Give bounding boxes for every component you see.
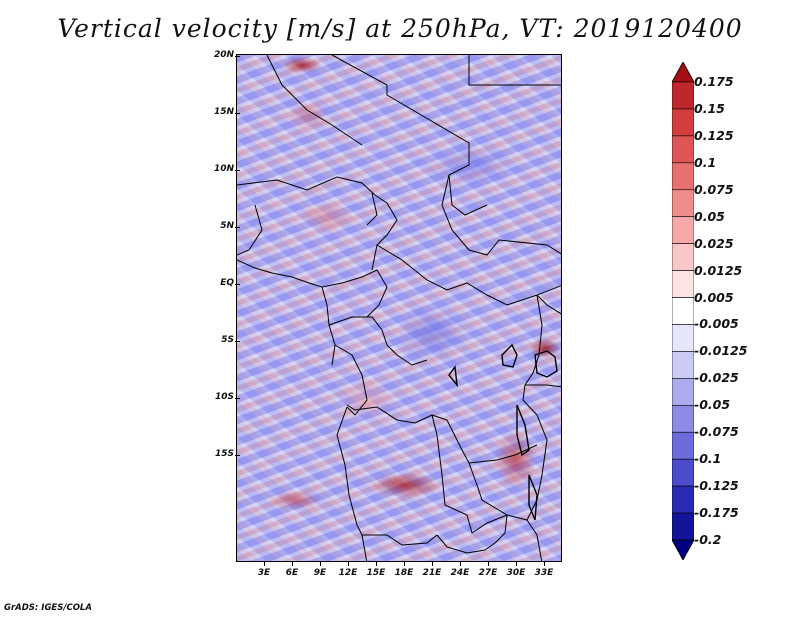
colorbar-segment [672,378,694,406]
colorbar-tick-label: 0.05 [694,208,725,224]
colorbar-segment [672,324,694,352]
colorbar-segment [672,512,694,541]
colorbar-segment [672,135,694,164]
lon-label-9e: 9E [307,561,333,578]
colorbar-tick-label: -0.05 [694,397,731,413]
colorbar-tick-label: 0.15 [694,100,725,116]
country-borders [237,55,561,561]
colorbar-segment [672,108,694,137]
map-panel [236,54,562,562]
colorbar-segment [672,297,694,325]
lon-label-12e: 12E [335,561,361,578]
lon-label-30e: 30E [503,561,529,578]
colorbar-top-arrow [672,62,694,83]
colorbar-segment [672,216,694,244]
colorbar-segment [672,270,694,298]
lat-label-5n: 5N [190,221,240,231]
colorbar-segment [672,404,694,433]
lat-label-15s: 15S [190,449,240,459]
colorbar-tick-label: -0.1 [694,451,722,467]
colorbar-segment [672,243,694,271]
vertical-velocity-field [237,55,561,561]
colorbar-tick-label: -0.005 [694,316,739,332]
lon-label-27e: 27E [475,561,501,578]
lat-label-20n: 20N [190,50,240,60]
colorbar-segment [672,351,694,379]
colorbar-segment [672,189,694,218]
colorbar-segment [672,485,694,514]
lon-label-24e: 24E [447,561,473,578]
colorbar-tick-label: 0.175 [694,74,734,89]
colorbar-tick-label: -0.2 [694,532,722,547]
colorbar-tick-label: -0.125 [694,478,739,494]
colorbar-tick-label: -0.075 [694,424,739,440]
colorbar-tick-label: 0.005 [694,289,734,305]
colorbar-tick-label: -0.025 [694,370,739,386]
colorbar-bottom-arrow [672,539,694,560]
colorbar-segment [672,431,694,460]
colorbar-tick-label: 0.075 [694,181,734,197]
colorbar-segment [672,458,694,487]
lon-label-33e: 33E [531,561,557,578]
grads-credit: GrADS: IGES/COLA [4,603,92,613]
lat-label-10s: 10S [190,392,240,402]
colorbar [672,62,694,560]
lat-label-15n: 15N [190,107,240,117]
lat-label-eq: EQ [190,278,240,288]
lat-label-5s: 5S [190,335,240,345]
colorbar-tick-label: 0.1 [694,154,717,170]
colorbar-tick-label: 0.0125 [694,262,743,278]
lon-label-6e: 6E [279,561,305,578]
colorbar-tick-label: 0.125 [694,127,734,143]
lat-label-10n: 10N [190,164,240,174]
lon-label-21e: 21E [419,561,445,578]
colorbar-tick-label: -0.0125 [694,343,748,359]
colorbar-segment [672,162,694,191]
lon-label-15e: 15E [363,561,389,578]
colorbar-tick-label: -0.175 [694,505,739,521]
map-title: Vertical velocity [m/s] at 250hPa, VT: 2… [57,14,743,43]
lon-label-3e: 3E [251,561,277,578]
lon-label-18e: 18E [391,561,417,578]
colorbar-segment [672,81,694,110]
colorbar-tick-label: 0.025 [694,235,734,251]
